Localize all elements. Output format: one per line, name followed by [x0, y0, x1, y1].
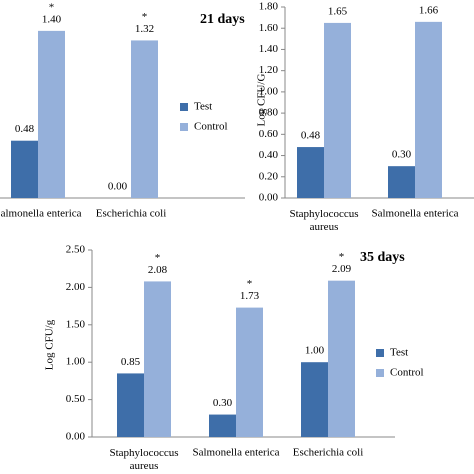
x-tick-label: Salmonella enterica	[192, 447, 279, 459]
legend-label: Control	[194, 121, 228, 133]
bar	[324, 22, 351, 198]
chart-title: 35 days	[360, 250, 405, 265]
bar	[11, 140, 38, 198]
y-tick-label: 0.40	[259, 149, 279, 161]
x-tick-label: Escherichia coli	[96, 208, 167, 220]
value-label: 1.00	[305, 345, 325, 357]
legend-label: Test	[194, 101, 212, 113]
significance-marker: *	[155, 252, 161, 264]
legend-swatch	[376, 369, 384, 377]
value-label: 0.48	[301, 130, 321, 142]
value-label: 1.32	[135, 23, 154, 35]
y-tick-label: 0.80	[259, 107, 279, 119]
bar	[144, 281, 171, 437]
bar	[209, 414, 236, 437]
legend-swatch	[180, 123, 188, 131]
bar	[117, 373, 144, 437]
bar	[38, 30, 65, 198]
legend-swatch	[180, 103, 188, 111]
y-tick-label: 0.00	[259, 192, 279, 204]
y-tick-label: 1.00	[66, 356, 86, 368]
bar	[301, 362, 328, 437]
legend-swatch	[376, 349, 384, 357]
y-tick-label: 0.00	[66, 431, 86, 443]
value-label: 0.30	[213, 397, 233, 409]
significance-marker: *	[49, 1, 55, 13]
y-tick-label: 1.80	[259, 1, 279, 13]
value-label: 1.73	[240, 290, 260, 302]
y-tick-label: 1.40	[259, 43, 279, 55]
significance-marker: *	[247, 278, 253, 290]
significance-marker: *	[426, 0, 432, 4]
value-label: 2.08	[148, 264, 168, 276]
value-label: 1.66	[419, 4, 439, 16]
x-tick-label: Salmonella enterica	[0, 208, 82, 220]
y-tick-label: 0.20	[259, 170, 279, 182]
y-tick-label: 2.00	[66, 281, 86, 293]
y-axis-label: Log CFU/g	[44, 319, 56, 370]
bar	[297, 147, 324, 198]
legend-label: Test	[390, 347, 408, 359]
y-tick-label: 0.60	[259, 128, 279, 140]
significance-marker: *	[335, 0, 341, 5]
x-tick-label: Salmonella enterica	[371, 208, 458, 220]
value-label: 0.00	[108, 181, 128, 193]
y-tick-label: 1.50	[66, 318, 86, 330]
value-label: 1.40	[42, 13, 62, 25]
bar	[388, 166, 415, 198]
bar	[131, 40, 158, 198]
significance-marker: *	[339, 251, 345, 263]
y-tick-label: 0.50	[66, 393, 86, 405]
chart-title: 21 days	[200, 12, 245, 27]
value-label: 0.30	[392, 149, 412, 161]
value-label: 0.48	[15, 123, 35, 135]
legend-label: Control	[390, 367, 424, 379]
y-tick-label: 1.60	[259, 22, 279, 34]
bar	[328, 280, 355, 437]
value-label: 0.85	[121, 356, 141, 368]
value-label: 1.65	[328, 5, 348, 17]
x-tick-label: Staphylococcus aureus	[109, 447, 178, 472]
significance-marker: *	[142, 11, 148, 23]
bar	[236, 307, 263, 437]
y-axis-label: Log CFU/G	[256, 74, 268, 127]
x-tick-label: Escherichia coli	[293, 447, 364, 459]
y-tick-label: 2.50	[66, 244, 86, 256]
y-tick-label: 1.00	[259, 85, 279, 97]
y-tick-label: 1.20	[259, 64, 279, 76]
x-tick-label: Staphylococcus aureus	[289, 208, 358, 233]
bar	[415, 21, 442, 198]
value-label: 2.09	[332, 263, 352, 275]
